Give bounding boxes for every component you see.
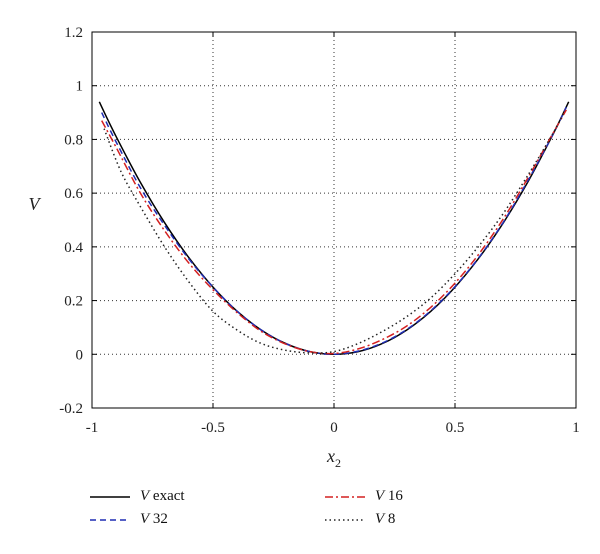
y-tick-label: 1: [76, 79, 84, 95]
x-axis-label-sub: 2: [335, 456, 341, 470]
y-tick-label: 0.2: [64, 294, 83, 310]
line-chart: -1 -0.5 0 0.5 1 -0.2 0 0.2 0.4 0.6 0.8 1 1.2 x2 V: [29, 25, 580, 470]
x-tick-label: 0.5: [446, 420, 465, 436]
x-tick-label: -1: [86, 420, 99, 436]
y-tick-label: -0.2: [59, 401, 83, 417]
y-tick-label: 1.2: [64, 25, 83, 41]
legend-label-v-exact: V exact: [140, 488, 185, 504]
x-tick-label: 1: [572, 420, 580, 436]
tick-marks: [91, 31, 577, 409]
legend-label-v-32: V 32: [140, 511, 168, 527]
series-line-v-32: [101, 106, 567, 356]
y-tick-label: 0: [76, 347, 84, 363]
legend-item-v-8: V 8: [325, 511, 395, 528]
x-tick-label: -0.5: [201, 420, 225, 436]
series-line-v-16: [101, 109, 567, 355]
y-tick-label: 0.4: [64, 240, 83, 256]
legend-swatch-v-exact: [90, 495, 130, 498]
legend-swatch-v-8: [325, 518, 365, 521]
x-tick-label: 0: [330, 420, 338, 436]
series-lines: [98, 101, 570, 356]
legend-item-v-16: V 16: [325, 488, 403, 505]
legend-label-v-16: V 16: [375, 488, 403, 504]
y-tick-label: 0.8: [64, 132, 83, 148]
x-axis-label-main: x: [326, 446, 335, 466]
legend-swatch-v-16: [325, 495, 365, 498]
grid: [92, 32, 576, 408]
x-tick-labels: -1 -0.5 0 0.5 1: [86, 420, 580, 436]
legend-label-v-8: V 8: [375, 511, 396, 527]
legend-swatch-v-32: [90, 518, 130, 521]
x-axis-label: x2: [326, 446, 341, 470]
y-tick-labels: -0.2 0 0.2 0.4 0.6 0.8 1 1.2: [59, 25, 83, 417]
legend-item-v-exact: V exact: [90, 488, 185, 505]
y-axis-label: V: [29, 194, 42, 214]
y-tick-label: 0.6: [64, 186, 83, 202]
legend-item-v-32: V 32: [90, 511, 168, 528]
